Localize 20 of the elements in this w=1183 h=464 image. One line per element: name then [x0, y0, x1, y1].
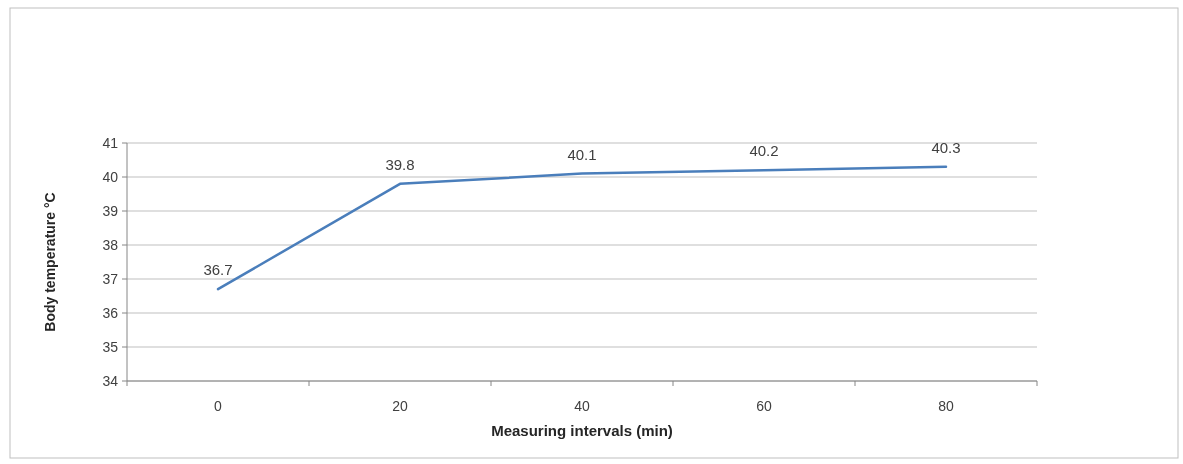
y-tick-label: 39	[102, 202, 119, 219]
y-tick-label: 34	[102, 372, 119, 389]
y-tick-label: 40	[102, 168, 119, 185]
data-label: 39.8	[385, 155, 415, 173]
y-tick-label: 36	[102, 304, 119, 321]
x-axis-title: Measuring intervals (min)	[491, 422, 673, 439]
data-label: 40.2	[749, 142, 779, 160]
data-label: 40.1	[567, 145, 597, 163]
data-label: 40.3	[931, 138, 961, 156]
y-tick-label: 35	[102, 338, 119, 355]
x-tick-label: 20	[392, 398, 408, 414]
y-tick-label: 37	[102, 270, 119, 287]
data-label: 36.7	[203, 261, 233, 279]
y-tick-label: 38	[102, 236, 119, 253]
x-tick-label: 0	[214, 398, 223, 414]
x-tick-label: 60	[756, 398, 772, 414]
y-axis-title: Body temperature °C	[42, 192, 58, 332]
x-tick-label: 80	[938, 398, 954, 414]
y-tick-label: 41	[102, 134, 119, 151]
x-tick-label: 40	[574, 398, 590, 414]
